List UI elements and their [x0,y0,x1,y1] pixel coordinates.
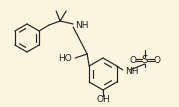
Text: NH: NH [125,66,138,76]
Text: NH: NH [75,21,89,30]
Text: O: O [129,56,136,65]
Text: S: S [142,55,148,65]
Text: O: O [153,56,160,65]
Text: HO: HO [58,54,72,62]
Text: OH: OH [96,96,110,105]
